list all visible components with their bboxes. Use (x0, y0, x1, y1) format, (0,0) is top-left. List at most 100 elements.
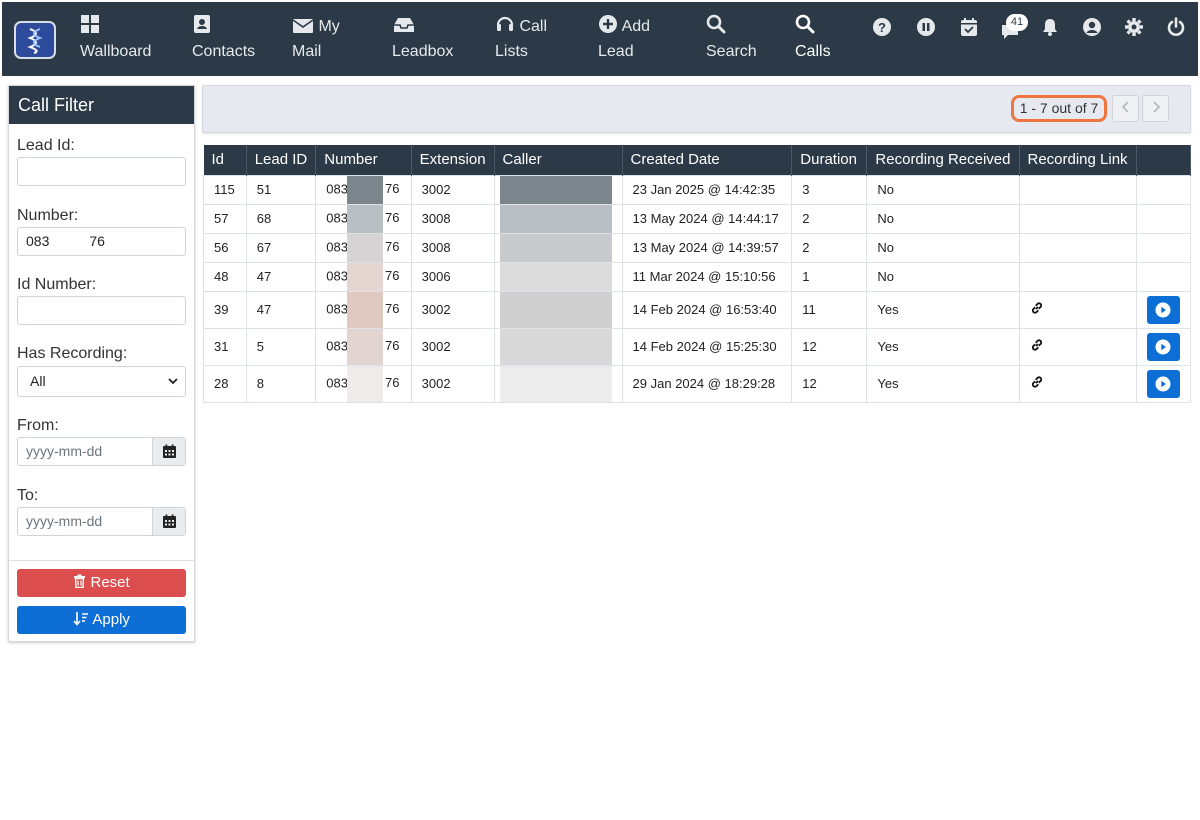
apply-button[interactable]: Apply (17, 606, 186, 634)
reset-label: Reset (90, 574, 130, 591)
cell-recording-received: Yes (866, 364, 1020, 403)
cell-caller (493, 364, 623, 403)
cell-recording-link (1018, 327, 1137, 366)
table-row[interactable]: 48 47 083 76 3006 11 Mar 2024 @ 15:10:56 1 No (203, 261, 1192, 292)
to-label: To: (17, 487, 39, 504)
grid-icon (80, 14, 100, 39)
cell-actions (1135, 327, 1192, 366)
bell-icon[interactable] (1039, 16, 1061, 38)
from-label: From: (17, 417, 59, 434)
play-recording-button[interactable] (1146, 295, 1180, 324)
number-input[interactable]: 083 76 (17, 227, 186, 256)
cell-created-date: 13 May 2024 @ 14:44:17 (621, 203, 793, 234)
sort-icon (73, 611, 92, 628)
col-header-lead-id[interactable]: Lead ID (246, 145, 317, 175)
col-header-recording-link[interactable]: Recording Link (1019, 145, 1137, 175)
pause-icon[interactable] (915, 16, 937, 38)
table-row[interactable]: 28 8 083 76 3002 29 Jan 2024 @ 18:29:28 12 Yes (203, 364, 1192, 403)
nav-contacts[interactable]: Contacts (192, 14, 255, 64)
calendar-icon[interactable] (152, 438, 185, 465)
table-row[interactable]: 39 47 083 76 3002 14 Feb 2024 @ 16:53:40 11 Yes (203, 290, 1192, 329)
cell-lead-id: 5 (245, 327, 317, 366)
link-icon[interactable] (1030, 339, 1044, 355)
number-end: 76 (384, 374, 400, 390)
user-icon[interactable] (1081, 16, 1103, 38)
cell-duration: 3 (791, 174, 868, 205)
from-date-input[interactable]: yyyy-mm-dd (17, 437, 186, 466)
has-recording-select[interactable]: All (17, 366, 186, 397)
col-header-number[interactable]: Number (315, 145, 412, 175)
nav-my-mail[interactable]: My Mail (292, 14, 340, 64)
messages-badge: 41 (1006, 14, 1028, 31)
gear-icon[interactable] (1123, 16, 1145, 38)
id-number-input[interactable] (17, 296, 186, 325)
cell-number: 083 76 (315, 174, 412, 205)
logo-icon (27, 28, 43, 54)
redacted-number (346, 328, 383, 365)
table-row[interactable]: 57 68 083 76 3008 13 May 2024 @ 14:44:17 2 No (203, 203, 1192, 234)
nav-wallboard[interactable]: Wallboard (80, 14, 151, 64)
nav-search[interactable]: Search (706, 14, 757, 64)
redacted-number (346, 233, 383, 262)
cell-id: 48 (203, 261, 247, 292)
col-header-id[interactable]: Id (203, 145, 247, 175)
cell-extension: 3002 (410, 364, 495, 403)
col-header-duration[interactable]: Duration (791, 145, 868, 175)
nav-calls[interactable]: Calls (795, 14, 831, 64)
cell-recording-link (1018, 203, 1137, 234)
to-date-input[interactable]: yyyy-mm-dd (17, 507, 186, 536)
play-recording-button[interactable] (1146, 332, 1180, 361)
nav-add-lead[interactable]: Add Lead (598, 14, 650, 64)
cell-recording-received: No (866, 261, 1020, 292)
col-header-created-date[interactable]: Created Date (622, 145, 793, 175)
cell-created-date: 29 Jan 2024 @ 18:29:28 (621, 364, 793, 403)
chevron-right-icon (1151, 100, 1161, 118)
cell-actions (1135, 364, 1192, 403)
chevron-left-icon (1121, 100, 1131, 118)
cell-lead-id: 47 (245, 290, 317, 329)
calendar-icon[interactable] (152, 508, 185, 535)
from-date-placeholder: yyyy-mm-dd (26, 443, 103, 459)
redacted-caller (499, 204, 612, 233)
nav-call-lists[interactable]: Call Lists (495, 14, 547, 64)
cell-created-date: 23 Jan 2025 @ 14:42:35 (621, 174, 793, 205)
reset-button[interactable]: Reset (17, 569, 186, 597)
table-row[interactable]: 31 5 083 76 3002 14 Feb 2024 @ 15:25:30 12 Yes (203, 327, 1192, 366)
cell-number: 083 76 (315, 364, 412, 403)
redacted-number (346, 365, 383, 402)
col-header-extension[interactable]: Extension (411, 145, 495, 175)
cell-created-date: 14 Feb 2024 @ 15:25:30 (621, 327, 793, 366)
redacted-caller (499, 365, 612, 402)
cell-actions (1135, 174, 1192, 205)
nav-label: Wallboard (80, 43, 152, 60)
cell-extension: 3002 (410, 327, 495, 366)
nav-leadbox[interactable]: Leadbox (392, 14, 453, 64)
help-icon[interactable]: ? (871, 16, 893, 38)
cell-number: 083 76 (315, 290, 412, 329)
number-start: 083 (326, 180, 348, 196)
play-recording-button[interactable] (1146, 369, 1180, 398)
calendar-check-icon[interactable] (958, 16, 980, 38)
col-header-recording-received[interactable]: Recording Received (866, 145, 1020, 175)
table-row[interactable]: 115 51 083 76 3002 23 Jan 2025 @ 14:42:35 3 No (203, 174, 1192, 205)
number-start: 083 (326, 300, 348, 316)
number-end: 76 (384, 209, 400, 225)
next-page-button[interactable] (1142, 95, 1169, 122)
redacted-caller (499, 175, 612, 204)
number-end: 76 (384, 337, 400, 353)
cell-recording-link (1018, 232, 1137, 263)
number-start: 083 (326, 267, 348, 283)
headset-icon (495, 14, 515, 39)
lead-id-input[interactable] (17, 157, 186, 186)
app-logo[interactable] (14, 21, 56, 59)
col-header-caller[interactable]: Caller (494, 145, 623, 175)
table-row[interactable]: 56 67 083 76 3008 13 May 2024 @ 14:39:57 2 No (203, 232, 1192, 263)
power-icon[interactable] (1165, 16, 1187, 38)
cell-id: 39 (203, 290, 247, 329)
cell-extension: 3006 (410, 261, 495, 292)
redacted-number (346, 262, 383, 291)
link-icon[interactable] (1030, 302, 1044, 318)
cell-number: 083 76 (315, 203, 412, 234)
link-icon[interactable] (1030, 376, 1044, 392)
prev-page-button[interactable] (1112, 95, 1139, 122)
